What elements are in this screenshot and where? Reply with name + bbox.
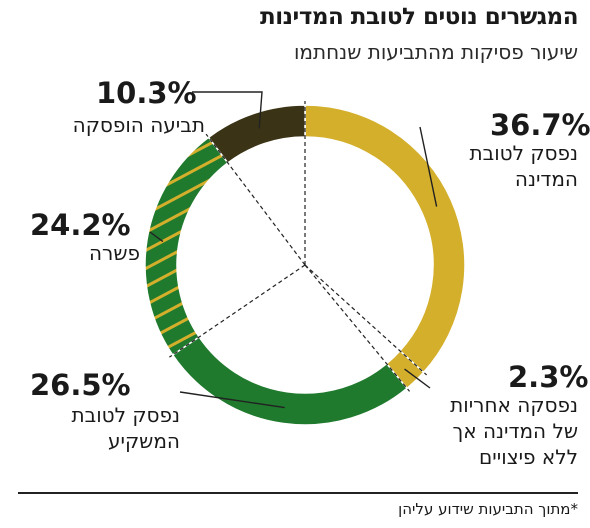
leader-line-state <box>419 126 438 207</box>
leader-line-discontinued <box>192 91 263 129</box>
donut-slice-settlement <box>144 136 229 356</box>
leader-line-investor <box>179 391 285 409</box>
slice-divider-discontinued <box>205 133 306 266</box>
slice-label-text-settlement: פשרה <box>88 241 140 265</box>
slice-label-text-state-no-comp: נפסקה אחריות של המדינה אך ללא פיצויים <box>450 393 578 469</box>
footnote-divider <box>18 492 578 494</box>
slice-label-text-state: נפסק לטובת המדינה <box>469 141 578 191</box>
slice-label-text-investor: נפסק לטובת המשקיע <box>71 403 180 453</box>
chart-title: המגשרים נוטים לטובת המדינות <box>260 4 578 30</box>
slice-label-pct-settlement: 24.2% <box>30 208 131 242</box>
slice-label-pct-state: 36.7% <box>490 108 590 142</box>
slice-label-text-discontinued: תביעה הופסקה <box>72 113 205 137</box>
donut-slice-investor <box>171 335 409 426</box>
slice-label-pct-discontinued: 10.3% <box>96 76 197 110</box>
slice-label-pct-investor: 26.5% <box>30 368 131 402</box>
slice-label-pct-state-no-comp: 2.3% <box>508 360 589 394</box>
leader-line-settlement <box>149 231 164 243</box>
slice-divider-state-no-comp <box>304 264 428 376</box>
chart-subtitle: שיעור פסיקות מהתביעות שנחתמו <box>293 40 578 64</box>
slice-divider-settlement <box>169 264 306 358</box>
donut-slice-state <box>304 104 466 374</box>
slice-divider-investor <box>304 264 410 392</box>
footnote: *מתוך התביעות שידוע עליהן <box>398 500 578 518</box>
leader-line-state-no-comp <box>404 368 431 389</box>
donut-slice-discontinued <box>207 104 306 164</box>
